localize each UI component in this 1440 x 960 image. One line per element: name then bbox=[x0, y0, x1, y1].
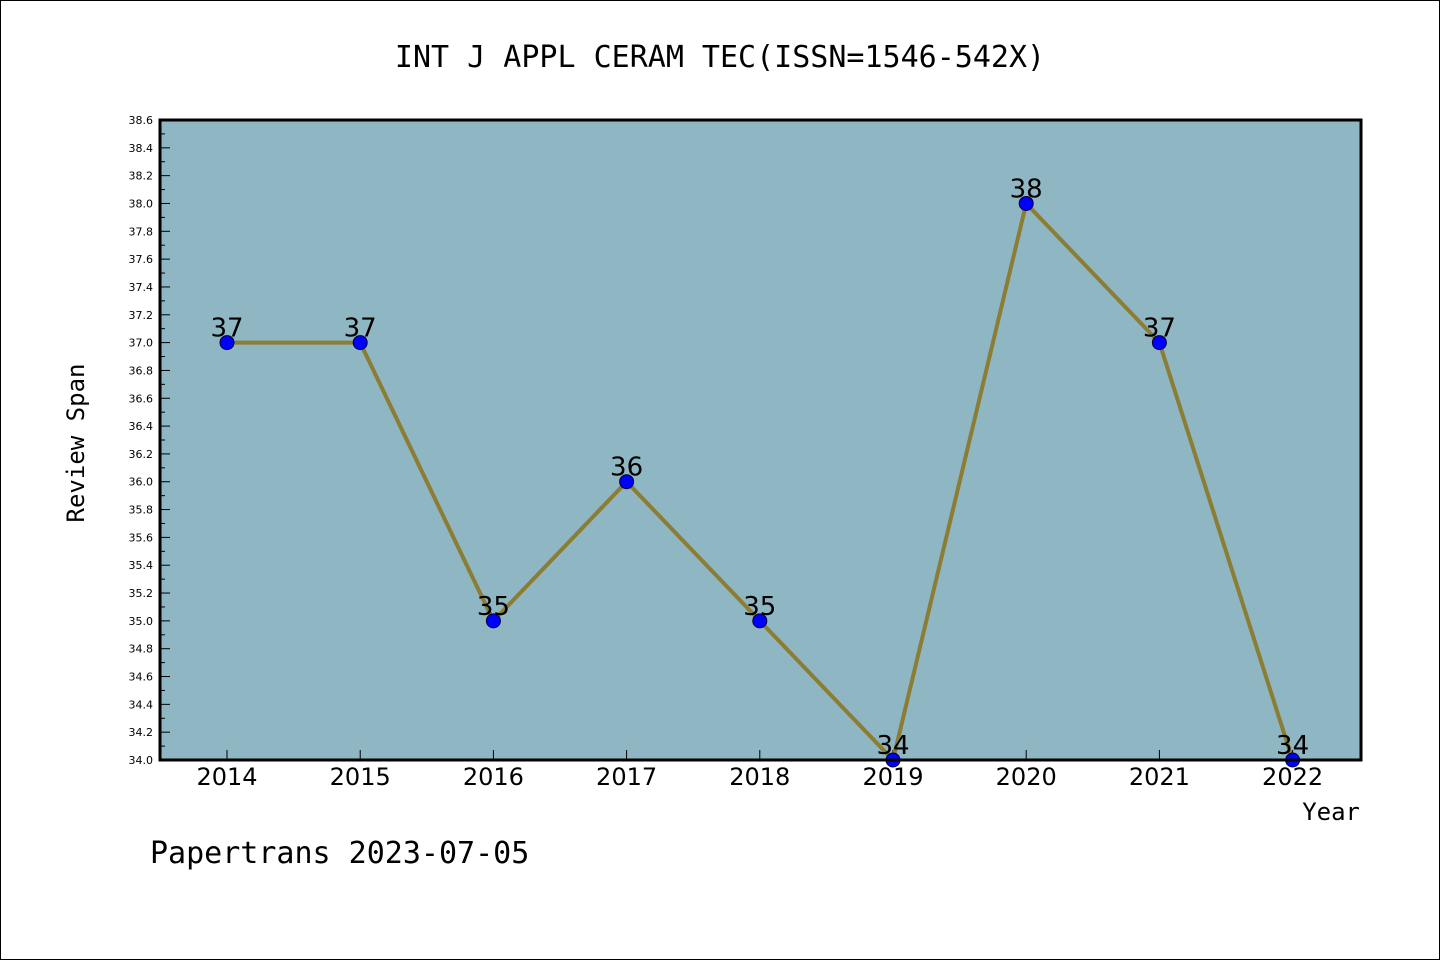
data-label: 37 bbox=[1143, 314, 1176, 344]
x-axis-ticks: 2014 2015 2016 2017 2018 2019 2020 2021 2022 bbox=[196, 750, 1323, 791]
y-tick-label: 38.4 bbox=[129, 142, 154, 155]
y-tick-label: 36.8 bbox=[129, 364, 154, 377]
x-axis-label: Year bbox=[1302, 798, 1360, 826]
y-tick-label: 34.0 bbox=[129, 754, 154, 767]
data-point bbox=[619, 474, 635, 490]
y-tick-label: 36.6 bbox=[129, 392, 154, 405]
x-tick-label: 2017 bbox=[596, 763, 657, 791]
y-tick-label: 34.6 bbox=[129, 671, 154, 684]
data-label: 36 bbox=[610, 453, 643, 483]
data-label: 34 bbox=[876, 731, 909, 761]
y-tick-label: 36.0 bbox=[129, 476, 154, 489]
y-tick-label: 37.4 bbox=[129, 281, 154, 294]
data-label: 35 bbox=[743, 592, 776, 622]
y-tick-label: 35.2 bbox=[129, 587, 154, 600]
x-tick-label: 2018 bbox=[729, 763, 790, 791]
y-tick-label: 37.6 bbox=[129, 253, 154, 266]
y-tick-label: 38.2 bbox=[129, 170, 154, 183]
data-labels: 37 37 35 36 35 34 38 37 34 bbox=[210, 174, 1309, 761]
y-tick-label: 37.8 bbox=[129, 225, 154, 238]
y-tick-label: 35.6 bbox=[129, 531, 154, 544]
y-tick-label: 38.6 bbox=[129, 114, 154, 127]
y-tick-label: 34.2 bbox=[129, 726, 154, 739]
y-axis-label: Review Span bbox=[62, 364, 90, 523]
x-tick-label: 2015 bbox=[330, 763, 391, 791]
x-tick-label: 2020 bbox=[996, 763, 1057, 791]
y-tick-label: 35.8 bbox=[129, 504, 154, 517]
x-tick-label: 2016 bbox=[463, 763, 524, 791]
data-point bbox=[1018, 195, 1034, 211]
y-tick-label: 35.0 bbox=[129, 615, 154, 628]
data-point bbox=[1151, 335, 1167, 351]
x-tick-label: 2014 bbox=[196, 763, 257, 791]
data-label: 35 bbox=[477, 592, 510, 622]
y-tick-label: 36.2 bbox=[129, 448, 154, 461]
data-label: 37 bbox=[344, 314, 377, 344]
data-point bbox=[485, 613, 501, 629]
x-tick-label: 2021 bbox=[1129, 763, 1190, 791]
plot-border bbox=[158, 118, 1363, 762]
y-tick-label: 37.2 bbox=[129, 309, 154, 322]
data-point bbox=[352, 335, 368, 351]
y-tick-label: 38.0 bbox=[129, 197, 154, 210]
chart-title: INT J APPL CERAM TEC(ISSN=1546-542X) bbox=[395, 40, 1045, 75]
y-tick-label: 34.8 bbox=[129, 643, 154, 656]
data-label: 37 bbox=[210, 314, 243, 344]
footer-stamp: Papertrans 2023-07-05 bbox=[150, 836, 529, 871]
plot-area bbox=[160, 120, 1361, 760]
y-tick-label: 34.4 bbox=[129, 698, 154, 711]
data-point bbox=[219, 335, 235, 351]
data-label: 38 bbox=[1010, 174, 1043, 204]
x-tick-label: 2022 bbox=[1262, 763, 1323, 791]
y-tick-label: 35.4 bbox=[129, 559, 154, 572]
data-point bbox=[752, 613, 768, 629]
data-label: 34 bbox=[1276, 731, 1309, 761]
y-tick-label: 37.0 bbox=[129, 337, 154, 350]
y-tick-label: 36.4 bbox=[129, 420, 154, 433]
x-tick-label: 2019 bbox=[862, 763, 923, 791]
y-axis-ticks: 34.0 34.2 34.4 34.6 34.8 35.0 35.2 35.4 35.6 35.8… bbox=[129, 114, 170, 767]
